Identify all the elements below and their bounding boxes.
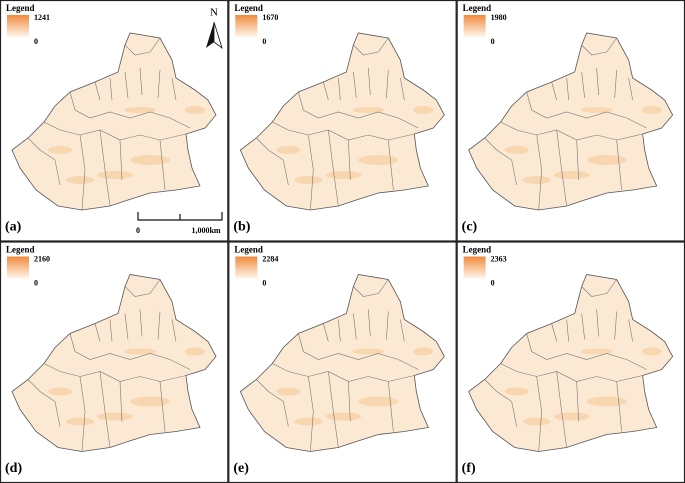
legend-min: 0 — [491, 278, 495, 287]
legend-gradient — [7, 256, 29, 279]
legend-min: 0 — [262, 278, 266, 287]
legend-title: Legend — [463, 3, 492, 13]
scale-end: 1,000km — [191, 226, 220, 235]
legend-title: Legend — [6, 245, 35, 255]
legend-title: Legend — [234, 245, 263, 255]
panel-label: (d) — [5, 461, 22, 476]
legend-max: 2160 — [34, 254, 50, 263]
legend-title: Legend — [234, 3, 263, 13]
legend-gradient — [463, 15, 486, 37]
legend-gradient — [235, 15, 258, 37]
legend-max: 2363 — [491, 254, 507, 263]
north-arrow-half — [213, 21, 223, 50]
north-arrow — [206, 22, 214, 48]
scale-start: 0 — [136, 226, 140, 235]
legend-gradient — [463, 256, 486, 279]
legend-min: 0 — [262, 37, 266, 46]
panel-label: (f) — [462, 461, 476, 476]
panel-label: (e) — [233, 461, 249, 476]
north-label: N — [210, 7, 218, 19]
legend-min: 0 — [34, 278, 38, 287]
scale-bar — [137, 212, 223, 221]
legend-max: 2284 — [262, 254, 278, 263]
legend-min: 0 — [34, 37, 38, 46]
legend-title: Legend — [463, 245, 492, 255]
legend-max: 1241 — [34, 13, 50, 22]
panel-label: (a) — [5, 220, 22, 235]
legend-min: 0 — [491, 37, 495, 46]
legend-max: 1980 — [491, 13, 507, 22]
panel-label: (b) — [233, 220, 250, 235]
legend-max: 1670 — [262, 13, 278, 22]
legend-gradient — [235, 256, 258, 279]
panel-label: (c) — [462, 220, 478, 235]
legend-gradient — [7, 15, 29, 37]
legend-title: Legend — [6, 3, 35, 13]
